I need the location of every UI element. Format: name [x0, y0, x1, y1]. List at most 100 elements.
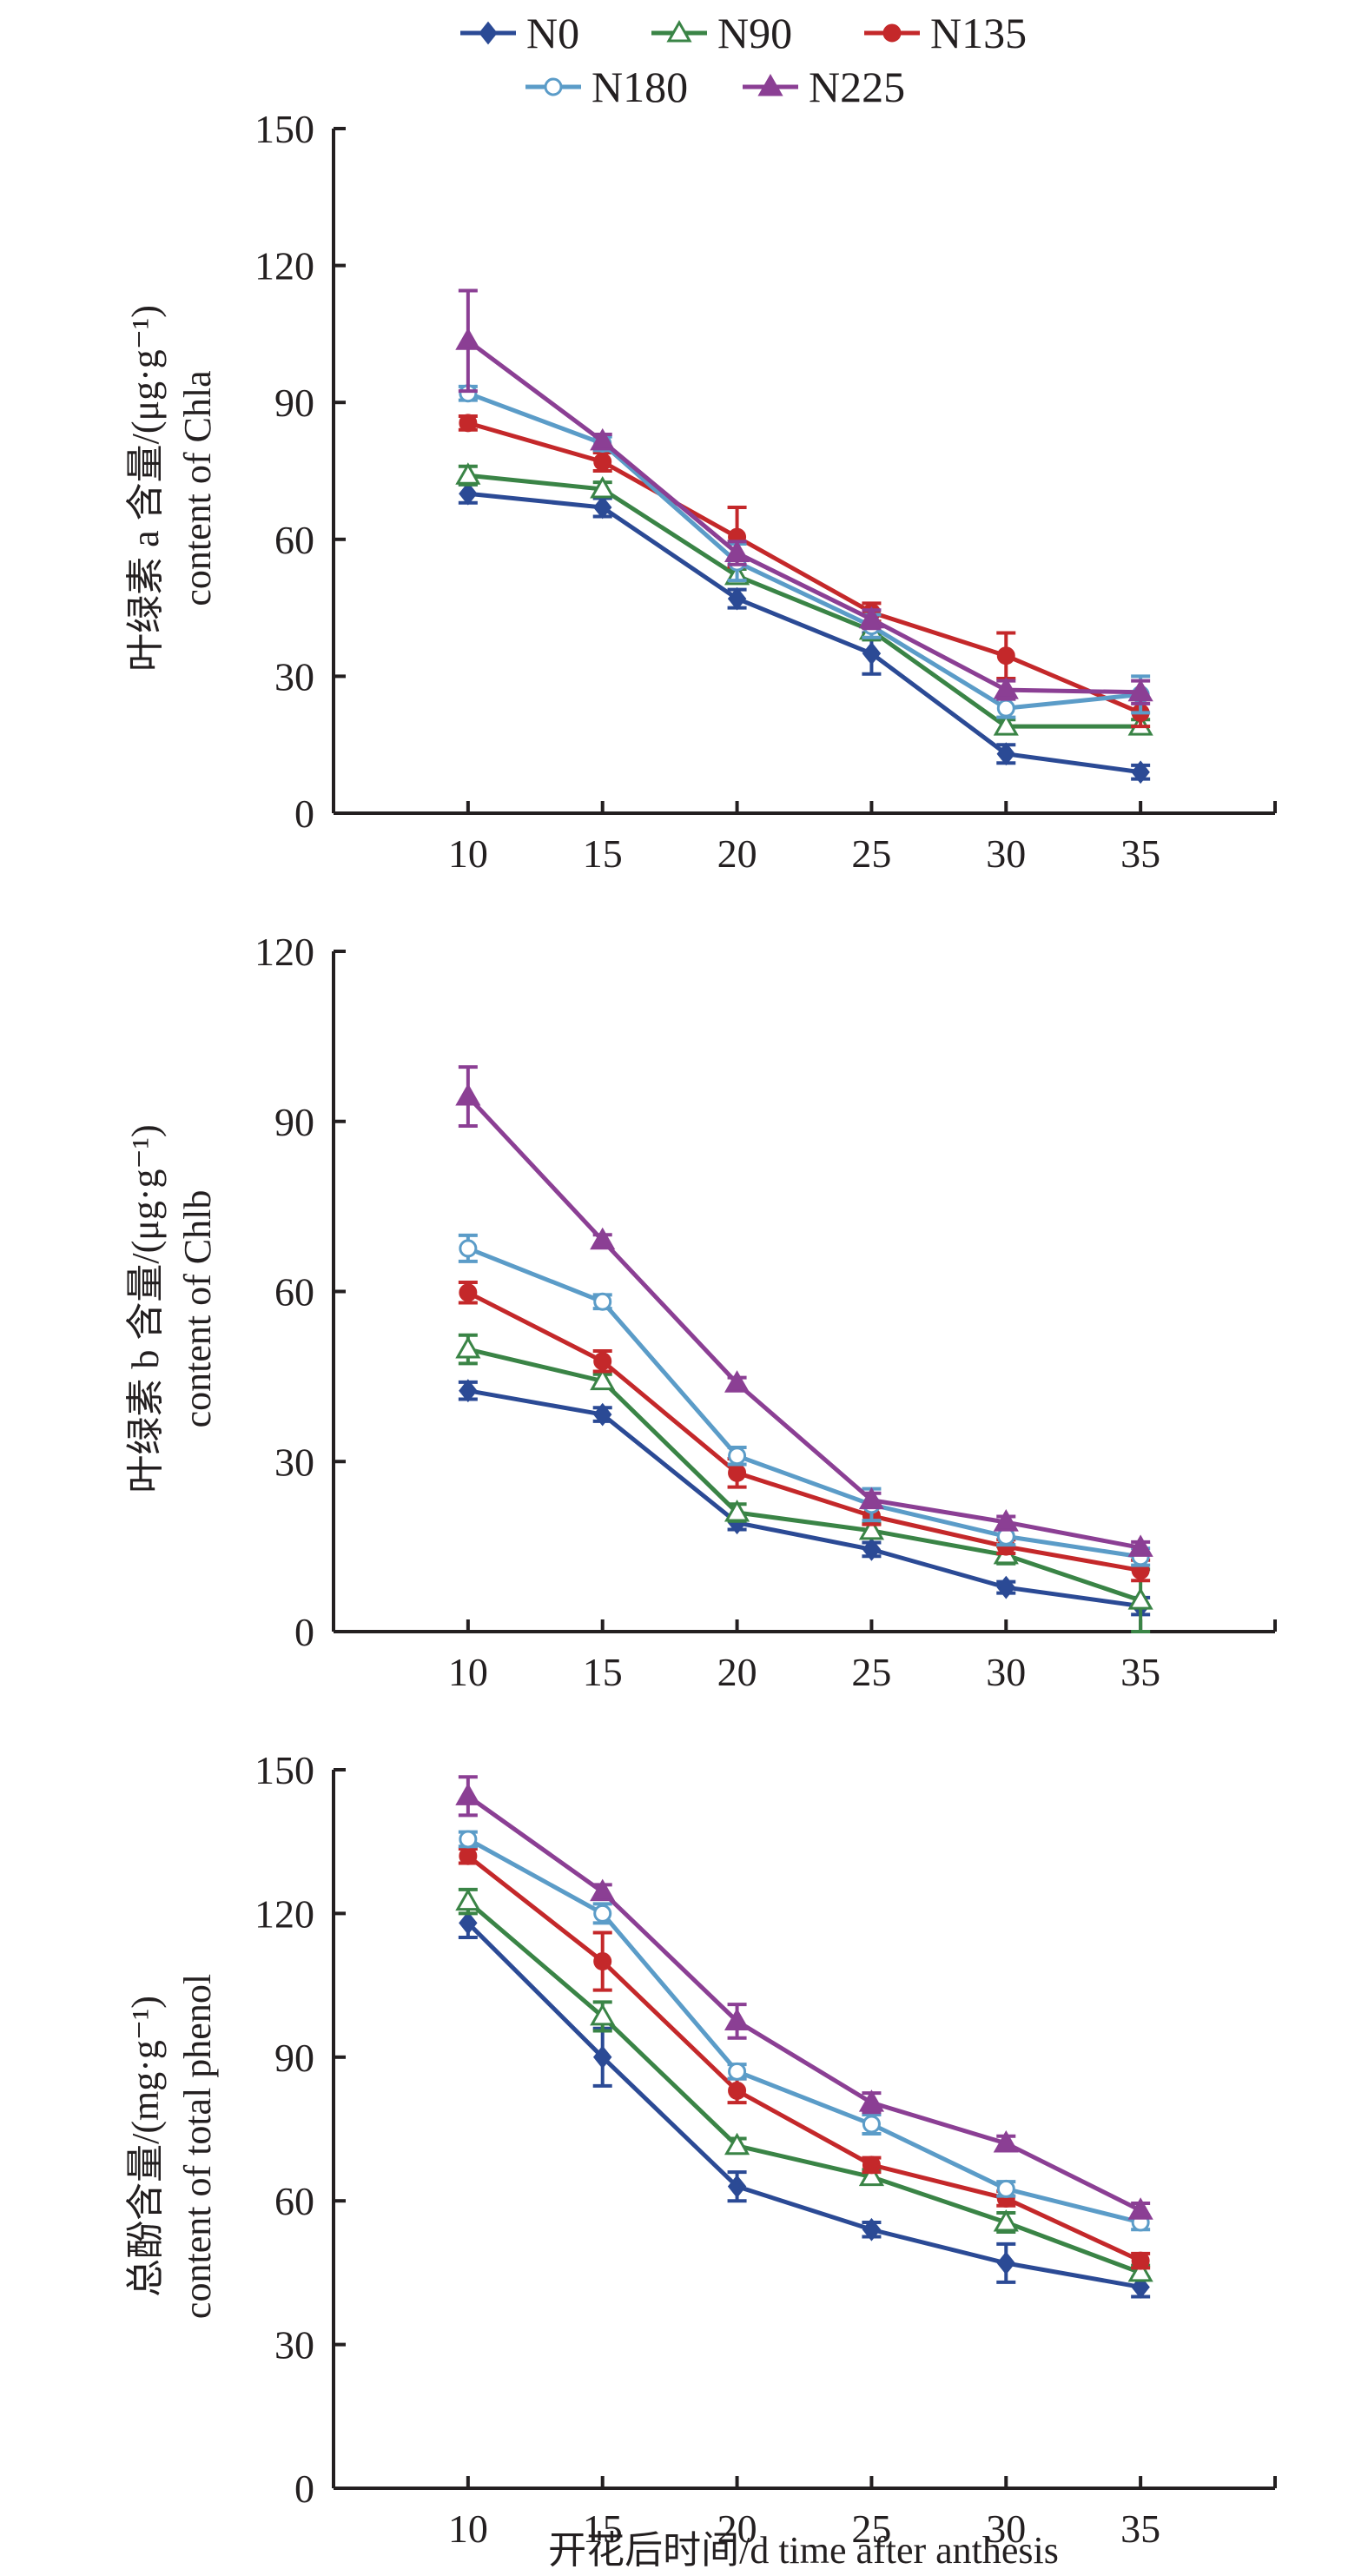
legend-label: N135 — [930, 9, 1027, 57]
series-n90 — [455, 1333, 1153, 1633]
data-point — [862, 1537, 882, 1561]
y-axis-title-en: content of Chla — [176, 370, 219, 606]
y-axis-title-cn: 叶绿素 a 含量/(μg·g⁻¹) — [124, 305, 167, 672]
x-tick-label: 35 — [1120, 831, 1160, 876]
series-line — [467, 473, 1141, 729]
series-line — [466, 1246, 1141, 1560]
series-line — [467, 1347, 1141, 1603]
data-point — [459, 481, 478, 506]
legend: N0 N90 N135 N180 N225 — [460, 9, 1027, 111]
series-n135 — [458, 414, 1151, 729]
series-line — [466, 339, 1141, 695]
data-point — [455, 462, 481, 485]
data-point — [993, 2208, 1019, 2232]
y-tick-label: 0 — [294, 1610, 314, 1654]
data-point — [727, 586, 747, 611]
data-point — [593, 452, 612, 471]
data-point — [858, 1487, 885, 1510]
series-line — [466, 1794, 1142, 2213]
data-point — [728, 1463, 747, 1482]
y-axis-title-cn: 总酚含量/(mg·g⁻¹) — [124, 1996, 167, 2297]
x-tick-label: 20 — [717, 831, 757, 876]
data-point — [724, 2132, 750, 2155]
x-axis-title: 开花后时间/d time after anthesis — [548, 2529, 1059, 2572]
data-point — [1127, 679, 1153, 702]
data-point — [993, 1509, 1019, 1532]
series-line — [466, 1899, 1142, 2275]
data-point — [993, 2130, 1019, 2153]
x-tick-label: 30 — [986, 2506, 1026, 2551]
data-point — [862, 2217, 882, 2242]
series-n135 — [458, 1846, 1151, 2270]
panel-total-phenol: 0 30 60 90 120 150 10 15 20 25 30 35 总酚含量/(mg·g⁻¹) co… — [124, 1748, 1277, 2551]
x-tick-label: 25 — [851, 1650, 891, 1694]
y-tick-label: 0 — [294, 2467, 314, 2511]
series-line — [467, 1388, 1141, 1609]
data-point — [996, 742, 1016, 766]
data-point — [1131, 2275, 1150, 2299]
data-point — [590, 1227, 616, 1250]
y-axis-title-cn: 叶绿素 b 含量/(μg·g⁻¹) — [124, 1124, 167, 1493]
data-point — [862, 2155, 881, 2175]
panel-chla: 0 30 60 90 120 150 10 15 20 25 30 35 叶绿素 a 含量/(μg·g⁻… — [124, 107, 1277, 876]
y-tick-label: 150 — [254, 107, 314, 151]
series-n90 — [455, 1887, 1153, 2282]
legend-label: N225 — [809, 63, 905, 111]
x-tick-label: 10 — [448, 1650, 488, 1694]
y-tick-label: 0 — [294, 791, 314, 836]
data-point — [1127, 1534, 1153, 1557]
x-tick-label: 15 — [583, 831, 623, 876]
data-point — [993, 677, 1019, 699]
data-point — [728, 1447, 747, 1466]
data-point — [459, 414, 478, 433]
x-tick-label: 25 — [851, 2506, 891, 2551]
data-point — [592, 495, 612, 520]
data-point — [858, 1517, 885, 1540]
data-point — [996, 699, 1015, 718]
series-n225 — [455, 1775, 1153, 2220]
series-n0 — [458, 1906, 1151, 2299]
data-point — [728, 2062, 747, 2081]
data-point — [858, 2089, 885, 2112]
y-tick-label: 60 — [274, 518, 314, 562]
legend-item-n225: N225 — [743, 63, 905, 111]
y-axis-title-en: content of Chlb — [176, 1190, 219, 1428]
data-point — [993, 713, 1019, 736]
data-point — [455, 1888, 481, 1911]
series-line — [467, 491, 1141, 775]
y-tick-label: 60 — [274, 1270, 314, 1314]
data-point — [590, 1367, 616, 1391]
legend-item-n0: N0 — [460, 9, 579, 57]
legend-marker — [666, 19, 692, 43]
y-tick-label: 90 — [274, 1100, 314, 1144]
y-tick-label: 90 — [274, 381, 314, 425]
data-point — [592, 1402, 612, 1427]
series-line — [466, 1095, 1141, 1550]
data-point — [858, 2163, 885, 2187]
data-point — [996, 2251, 1016, 2275]
series-line — [466, 1921, 1141, 2289]
legend-label: N0 — [526, 9, 579, 57]
x-tick-label: 15 — [583, 2506, 623, 2551]
y-axis-title-en: content of total phenol — [176, 1974, 219, 2319]
x-tick-label: 20 — [717, 2506, 757, 2551]
y-tick-label: 150 — [254, 1748, 314, 1792]
y-tick-label: 30 — [274, 654, 314, 699]
data-point — [592, 2045, 612, 2069]
series-line — [466, 1854, 1142, 2263]
y-tick-label: 120 — [254, 1891, 314, 1936]
series-n225 — [455, 1065, 1153, 1557]
series-line — [466, 1837, 1141, 2225]
data-point — [590, 1878, 616, 1902]
data-point — [724, 540, 750, 563]
data-point — [1127, 1587, 1153, 1610]
legend-label: N180 — [591, 63, 688, 111]
series-line — [466, 1290, 1141, 1573]
series-line — [466, 391, 1141, 711]
data-point — [593, 1904, 612, 1923]
series-n0 — [458, 481, 1151, 785]
data-point — [459, 1846, 478, 1865]
data-point — [1131, 2251, 1150, 2270]
legend-marker — [882, 23, 902, 43]
